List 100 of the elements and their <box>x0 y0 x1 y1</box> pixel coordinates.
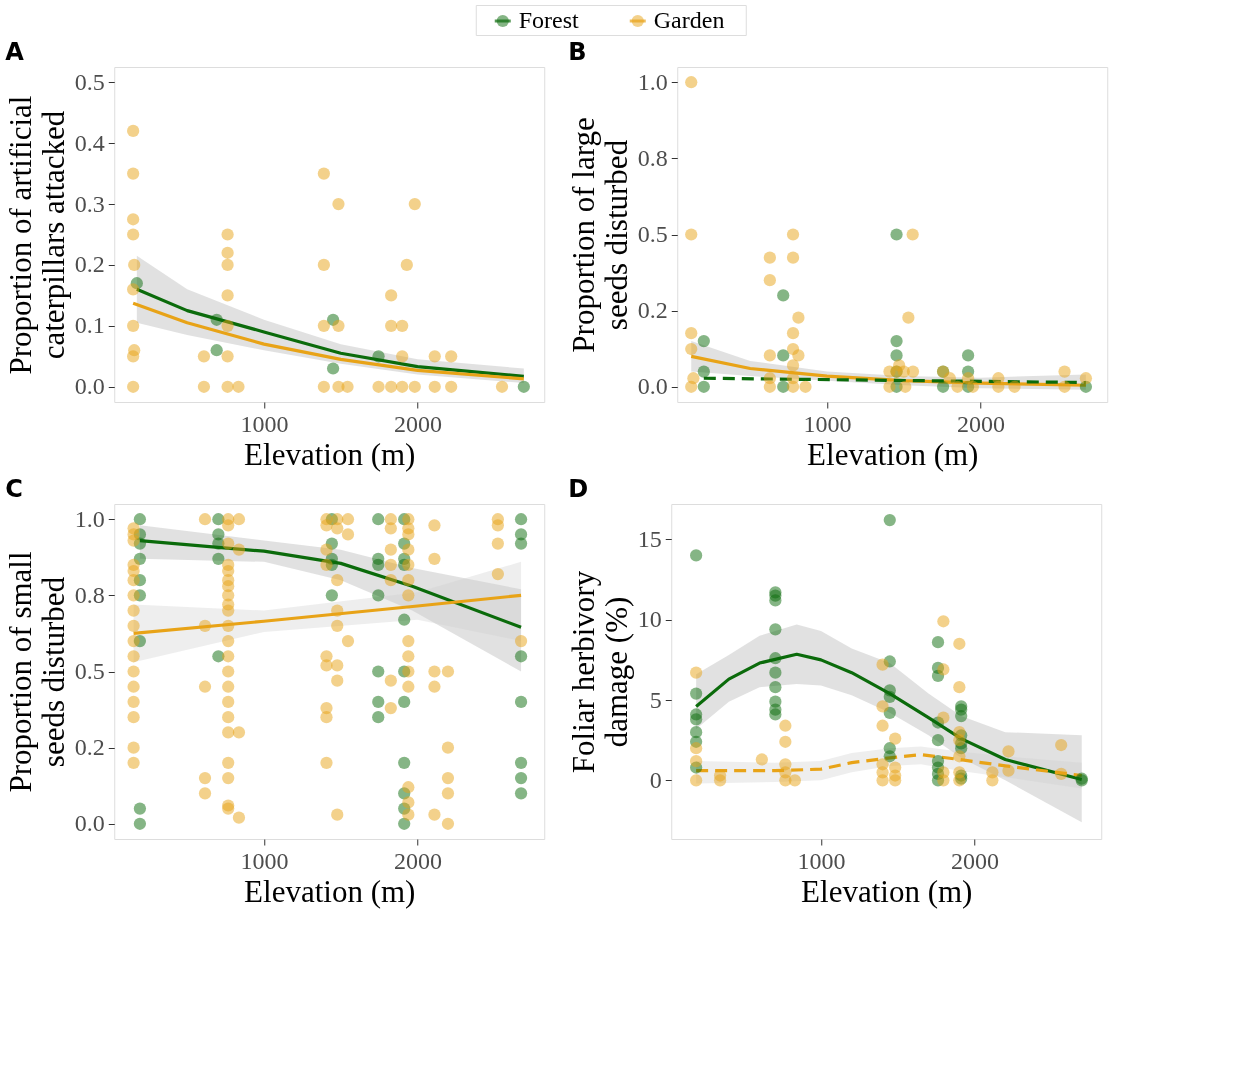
point <box>931 734 945 747</box>
point <box>221 246 234 259</box>
point <box>372 711 385 724</box>
point <box>400 258 413 272</box>
point <box>953 750 966 763</box>
point <box>953 637 966 650</box>
point <box>763 349 776 362</box>
x-tick-label: 2000 <box>394 847 443 874</box>
y-tick-label: 1.0 <box>637 68 668 95</box>
point <box>1002 745 1015 758</box>
point <box>937 774 950 787</box>
point <box>690 687 703 700</box>
y-tick-label: 0.2 <box>74 734 105 761</box>
x-axis-title: Elevation (m) <box>244 436 416 472</box>
y-tick-label: 0.5 <box>74 68 105 95</box>
point <box>906 365 920 378</box>
point <box>697 334 710 348</box>
point <box>906 228 919 241</box>
point <box>986 774 999 787</box>
point <box>398 817 411 830</box>
point <box>1079 372 1093 385</box>
y-axis-title: Proportion of artificial caterpillars attacked <box>2 95 71 375</box>
point <box>763 251 776 264</box>
point <box>961 349 975 362</box>
point <box>697 380 710 393</box>
point <box>495 380 509 393</box>
chart-title: B <box>568 38 587 66</box>
y-tick-label: 0.4 <box>74 129 105 156</box>
point <box>127 228 140 241</box>
point <box>514 650 528 663</box>
point <box>777 380 790 393</box>
legend-label: Garden <box>653 7 725 33</box>
legend-label: Forest <box>518 7 580 33</box>
point <box>786 228 800 241</box>
point <box>1055 767 1068 781</box>
point <box>792 349 805 362</box>
y-tick-label: 0.1 <box>74 312 105 339</box>
y-axis-title: Proportion of large seeds disturbed <box>565 117 634 353</box>
point <box>1058 365 1071 378</box>
point <box>779 719 792 732</box>
x-tick-label: 2000 <box>394 410 443 437</box>
point <box>786 251 800 264</box>
point <box>937 711 950 724</box>
point <box>372 513 385 526</box>
point <box>317 380 330 393</box>
point <box>326 362 340 375</box>
point <box>317 258 330 272</box>
y-tick-label: 0 <box>649 766 662 793</box>
point <box>341 380 354 393</box>
point <box>788 774 801 787</box>
point <box>385 380 398 393</box>
x-tick-label: 1000 <box>240 847 289 874</box>
point <box>953 681 966 694</box>
point <box>690 774 703 787</box>
point <box>955 709 968 723</box>
x-axis-title: Elevation (m) <box>244 873 416 909</box>
point <box>372 558 385 572</box>
point <box>332 319 345 332</box>
point <box>398 695 411 709</box>
point <box>961 372 975 385</box>
point <box>883 513 896 527</box>
point <box>210 344 223 357</box>
point <box>127 167 140 180</box>
point <box>197 380 211 393</box>
chart-title: C <box>5 475 23 503</box>
y-tick-label: 0.2 <box>74 251 105 278</box>
point <box>713 774 727 787</box>
point <box>514 756 528 769</box>
point <box>1058 380 1071 393</box>
point <box>133 802 147 815</box>
point <box>786 327 800 340</box>
y-axis-title: Foliar herbivory damage (%) <box>565 570 634 774</box>
point <box>1008 380 1021 393</box>
point <box>372 589 385 602</box>
chart-title: D <box>568 475 589 503</box>
point <box>937 615 950 628</box>
point <box>890 334 903 348</box>
point <box>690 726 703 739</box>
point <box>232 380 245 393</box>
point <box>133 817 147 830</box>
y-tick-label: 0.5 <box>637 221 668 247</box>
point <box>685 342 698 356</box>
point <box>951 380 964 393</box>
point <box>197 350 211 363</box>
point <box>221 350 234 363</box>
point <box>685 380 698 393</box>
point <box>876 774 889 787</box>
point <box>221 289 234 302</box>
point <box>690 742 703 755</box>
point <box>883 706 896 719</box>
point <box>769 666 782 679</box>
point <box>210 313 223 326</box>
point <box>127 319 140 332</box>
y-tick-label: 5 <box>649 686 662 713</box>
point <box>372 665 385 678</box>
point <box>890 228 903 241</box>
point <box>514 771 528 785</box>
point <box>428 380 441 393</box>
point <box>685 228 698 241</box>
point <box>325 589 338 602</box>
